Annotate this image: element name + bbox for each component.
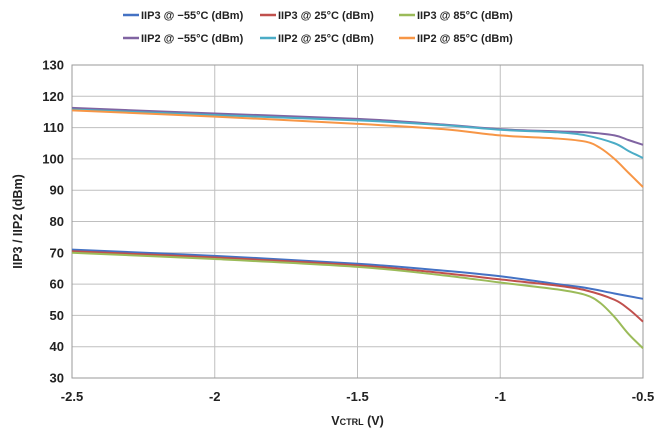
y-tick-label: 60: [50, 277, 64, 292]
legend: IIP3 @ −55°C (dBm) IIP3 @ 25°C (dBm) IIP3 …: [123, 10, 513, 45]
x-tick-label: -0.5: [632, 389, 654, 404]
y-tick-label: 120: [42, 89, 64, 104]
legend-label: IIP3 @ 25°C (dBm): [278, 10, 374, 22]
series-line-3: [71, 251, 644, 349]
y-tick-label: 30: [50, 371, 64, 386]
series-line-5: [71, 108, 644, 159]
legend-label: IIP3 @ 85°C (dBm): [417, 10, 513, 22]
legend-label: IIP3 @ −55°C (dBm): [141, 10, 244, 22]
y-tick-label: 50: [50, 308, 64, 323]
y-tick-labels: 30 40 50 60 70 80 90 100 110 120 130: [42, 58, 64, 386]
series-lines: [71, 106, 644, 349]
legend-label: IIP2 @ 85°C (dBm): [417, 33, 513, 45]
y-axis-title: IIP3 / IIP2 (dBm): [11, 174, 25, 268]
x-axis-title: VCTRL (V): [331, 414, 383, 428]
series-line-2: [71, 250, 644, 323]
y-tick-label: 40: [50, 339, 64, 354]
x-tick-label: -2.5: [61, 389, 83, 404]
x-tick-labels: -2.5 -2 -1.5 -1 -0.5: [61, 389, 654, 404]
legend-label: IIP2 @ −55°C (dBm): [141, 33, 244, 45]
y-tick-label: 90: [50, 183, 64, 198]
legend-label: IIP2 @ 25°C (dBm): [278, 33, 374, 45]
y-tick-label: 100: [42, 151, 64, 166]
series-line-6: [71, 109, 644, 188]
x-axis-title-unit: (V): [364, 414, 384, 428]
plot-area: [71, 64, 644, 379]
x-tick-label: -1: [494, 389, 506, 404]
series-line-1: [71, 248, 644, 300]
y-tick-label: 70: [50, 245, 64, 260]
y-tick-label: 80: [50, 214, 64, 229]
x-axis-title-subscript: CTRL: [340, 417, 364, 427]
y-tick-label: 110: [43, 120, 64, 135]
y-tick-label: 130: [42, 58, 64, 73]
x-tick-label: -2: [209, 389, 221, 404]
x-axis-title-main: V: [331, 414, 340, 428]
x-tick-label: -1.5: [346, 389, 368, 404]
